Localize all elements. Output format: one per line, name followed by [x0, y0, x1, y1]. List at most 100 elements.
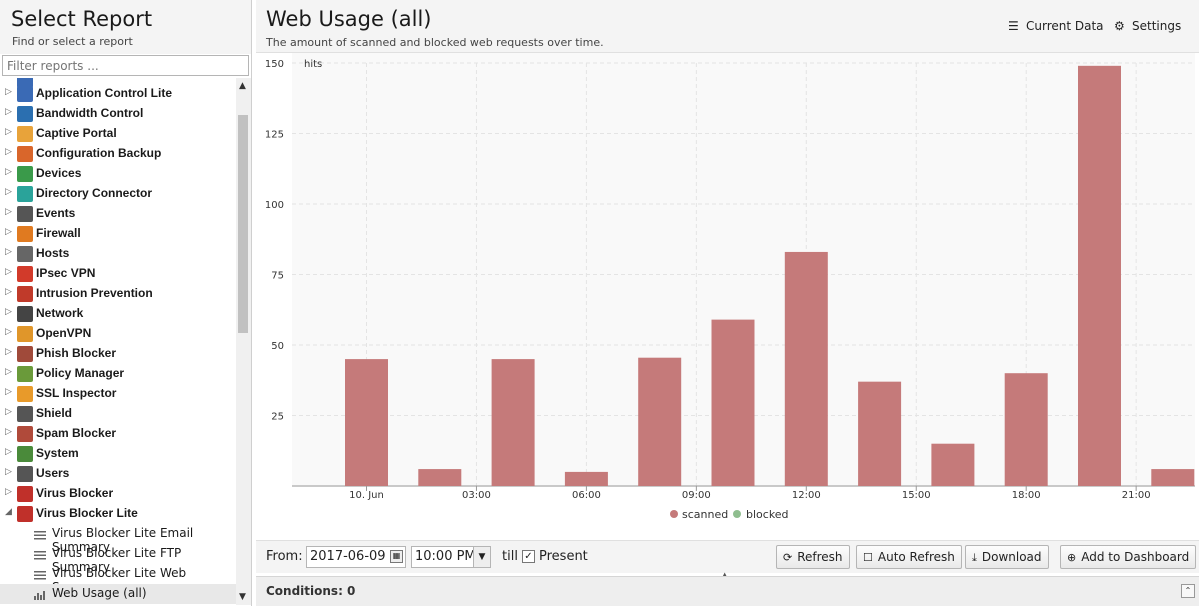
conditions-label: Conditions: 0	[266, 584, 356, 598]
settings-button[interactable]: ⚙ Settings	[1114, 19, 1181, 33]
expand-arrow-icon[interactable]: ▷	[5, 147, 12, 157]
tree-item-label: SSL Inspector	[36, 386, 117, 400]
x-tick-label: 10. Jun	[349, 490, 384, 501]
filter-reports-input[interactable]	[2, 55, 249, 76]
expand-arrow-icon[interactable]: ▷	[5, 487, 12, 497]
tree-item-label: Shield	[36, 406, 73, 420]
tree-item[interactable]: ▷ OpenVPN	[0, 324, 236, 344]
tree-item[interactable]: ▷ Hosts	[0, 244, 236, 264]
expand-arrow-icon[interactable]: ▷	[5, 127, 12, 137]
y-tick-label: 50	[271, 341, 284, 352]
auto-refresh-button[interactable]: ☐ Auto Refresh	[856, 545, 962, 569]
tree-child-item[interactable]: Virus Blocker Lite FTP Summary	[0, 544, 236, 574]
expand-arrow-icon[interactable]: ▷	[5, 187, 12, 197]
expand-arrow-icon[interactable]: ▷	[5, 367, 12, 377]
expand-arrow-icon[interactable]: ▷	[5, 307, 12, 317]
tree-item[interactable]: ▷ System	[0, 444, 236, 464]
tree-item[interactable]: ▷ Application Control Lite	[0, 84, 236, 104]
from-time-value: 10:00 PM	[415, 549, 476, 564]
refresh-button[interactable]: ⟳ Refresh	[776, 545, 850, 569]
tree-child-item[interactable]: Virus Blocker Lite Web Summary	[0, 564, 236, 594]
legend-label-scanned: scanned	[682, 508, 728, 521]
expand-arrow-icon[interactable]: ▷	[5, 107, 12, 117]
current-data-button[interactable]: ☰ Current Data	[1008, 19, 1104, 33]
expand-arrow-icon[interactable]: ▷	[5, 387, 12, 397]
tree-scrollbar[interactable]: ▲ ▼	[236, 78, 251, 605]
expanded-arrow-icon[interactable]: ◢	[5, 507, 12, 517]
legend-swatch	[733, 510, 741, 518]
tree-item[interactable]: ▷ Directory Connector	[0, 184, 236, 204]
download-label: Download	[981, 550, 1042, 564]
x-tick-label: 06:00	[572, 490, 601, 501]
chevron-down-icon[interactable]: ▼	[473, 547, 490, 567]
phish-icon	[17, 346, 33, 362]
scroll-up-icon[interactable]: ▲	[239, 81, 246, 91]
tree-item-label: Spam Blocker	[36, 426, 117, 440]
till-label: till	[502, 549, 518, 564]
tree-item[interactable]: ▷ Devices	[0, 164, 236, 184]
calendar-icon[interactable]: ▦	[390, 550, 403, 563]
expand-arrow-icon[interactable]: ▷	[5, 247, 12, 257]
tree-item[interactable]: ▷ Network	[0, 304, 236, 324]
tree-item[interactable]: ▷ Policy Manager	[0, 364, 236, 384]
web-usage-chart: 25 50 75 100 125 150 hits 10. Jun 03:00 06:00 09:0…	[265, 59, 1195, 521]
tree-item-label: Virus Blocker Lite	[36, 506, 138, 520]
tree-item[interactable]: ▷ Shield	[0, 404, 236, 424]
tree-item[interactable]: ▷ Captive Portal	[0, 124, 236, 144]
auto-refresh-label: Auto Refresh	[877, 550, 955, 564]
virus-blocker-icon	[17, 486, 33, 502]
expand-conditions-icon[interactable]: ⌃	[1181, 584, 1195, 598]
conditions-bar[interactable]: Conditions: 0 ⌃	[256, 576, 1199, 606]
expand-arrow-icon[interactable]: ▷	[5, 427, 12, 437]
download-button[interactable]: ⤓ Download	[965, 545, 1049, 569]
y-tick-label: 150	[265, 59, 284, 70]
tree-child-item[interactable]: Web Usage (all)	[0, 584, 236, 604]
expand-arrow-icon[interactable]: ▷	[5, 467, 12, 477]
users-icon	[17, 466, 33, 482]
tree-item[interactable]: ▷ Bandwidth Control	[0, 104, 236, 124]
gear-icon: ⚙	[1114, 19, 1125, 33]
tree-child-item[interactable]: Virus Blocker Lite Email Summary	[0, 524, 236, 554]
tree-item-label: Devices	[36, 166, 82, 180]
tree-item[interactable]: ▷ Configuration Backup	[0, 144, 236, 164]
from-time-select[interactable]: 10:00 PM ▼	[411, 546, 491, 568]
tree-item[interactable]: ▷ Phish Blocker	[0, 344, 236, 364]
tree-item[interactable]: ▷ Spam Blocker	[0, 424, 236, 444]
from-date-field[interactable]: 2017-06-09 ▦	[306, 546, 406, 568]
x-tick-label: 18:00	[1012, 490, 1041, 501]
expand-arrow-icon[interactable]: ▷	[5, 87, 12, 97]
spam-icon	[17, 426, 33, 442]
add-to-dashboard-button[interactable]: ⊕ Add to Dashboard	[1060, 545, 1197, 569]
expand-arrow-icon[interactable]: ▷	[5, 407, 12, 417]
expand-arrow-icon[interactable]: ▷	[5, 267, 12, 277]
shield-icon	[17, 406, 33, 422]
expand-arrow-icon[interactable]: ▷	[5, 447, 12, 457]
present-checkbox[interactable]: ✓	[522, 550, 535, 563]
bar-scanned	[1078, 65, 1121, 486]
expand-arrow-icon[interactable]: ▷	[5, 227, 12, 237]
scroll-down-icon[interactable]: ▼	[239, 592, 246, 602]
tree-item[interactable]: ◢ Virus Blocker Lite	[0, 504, 236, 524]
tree-item[interactable]: ▷ Users	[0, 464, 236, 484]
tree-item[interactable]: ▷ IPsec VPN	[0, 264, 236, 284]
tree-child-label: Web Usage (all)	[52, 586, 147, 600]
expand-arrow-icon[interactable]: ▷	[5, 327, 12, 337]
tree-item[interactable]: ▷ Intrusion Prevention	[0, 284, 236, 304]
scroll-thumb[interactable]	[238, 115, 248, 333]
tree-item-label: OpenVPN	[36, 326, 92, 340]
tree-item-partial	[0, 78, 236, 90]
bar-scanned	[711, 319, 755, 486]
expand-arrow-icon[interactable]: ▷	[5, 167, 12, 177]
openvpn-icon	[17, 326, 33, 342]
tree-item[interactable]: ▷ Firewall	[0, 224, 236, 244]
expand-arrow-icon[interactable]: ▷	[5, 207, 12, 217]
splitter-handle-icon[interactable]: ▲	[722, 571, 728, 579]
expand-arrow-icon[interactable]: ▷	[5, 287, 12, 297]
x-tick-label: 21:00	[1122, 490, 1151, 501]
tree-item[interactable]: ▷ SSL Inspector	[0, 384, 236, 404]
expand-arrow-icon[interactable]: ▷	[5, 347, 12, 357]
bar-scanned	[784, 251, 828, 486]
tree-item[interactable]: ▷ Virus Blocker	[0, 484, 236, 504]
bar-scanned	[1151, 469, 1195, 486]
tree-item[interactable]: ▷ Events	[0, 204, 236, 224]
